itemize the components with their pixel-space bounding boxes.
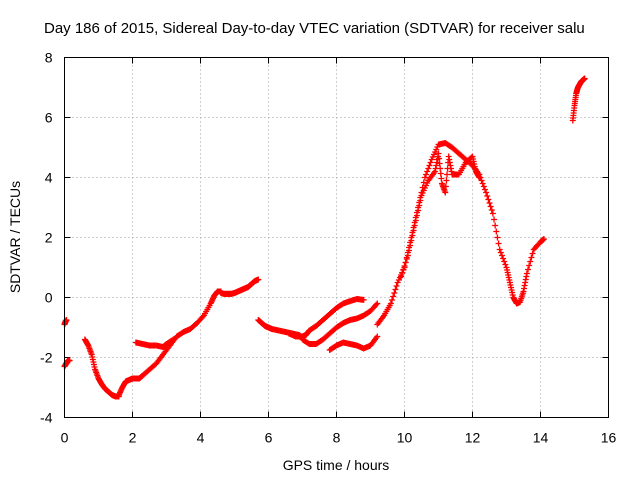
x-tick-label: 14 xyxy=(533,430,549,446)
data-point xyxy=(443,177,450,184)
x-tick-label: 2 xyxy=(129,430,137,446)
data-point xyxy=(526,262,533,269)
data-point xyxy=(360,296,367,303)
data-point xyxy=(444,171,450,178)
data-point xyxy=(581,75,588,82)
data-point xyxy=(540,236,547,242)
data-point xyxy=(493,228,500,235)
x-tick-label: 4 xyxy=(197,430,205,446)
data-point xyxy=(170,336,177,343)
data-point xyxy=(409,232,416,239)
data-point xyxy=(404,252,411,259)
data-point xyxy=(502,261,509,268)
data-point xyxy=(413,212,420,219)
grid-lines xyxy=(64,57,609,418)
data-point xyxy=(492,222,499,229)
data-point xyxy=(523,270,530,277)
y-tick-label: 2 xyxy=(45,230,53,246)
x-tick-label: 0 xyxy=(61,430,69,446)
data-point xyxy=(417,197,424,204)
data-point xyxy=(402,259,409,266)
plot-frame xyxy=(64,57,609,418)
y-tick-labels: -4 -2 0 2 4 6 8 xyxy=(40,50,53,426)
data-point xyxy=(411,222,418,229)
data-point xyxy=(412,217,419,224)
y-axis-label: SDTVAR / TECUs xyxy=(7,181,23,293)
data-point xyxy=(527,258,534,265)
data-point xyxy=(442,189,449,196)
chart-title: Day 186 of 2015, Sidereal Day-to-day VTE… xyxy=(44,20,585,37)
data-point xyxy=(407,242,414,249)
data-point xyxy=(488,207,495,213)
data-point xyxy=(373,301,380,308)
data-point xyxy=(496,246,503,253)
data-point xyxy=(403,256,410,262)
y-tick-label: 0 xyxy=(45,290,53,306)
data-point xyxy=(480,183,487,190)
data-point xyxy=(199,313,206,320)
data-point xyxy=(410,227,417,234)
data-point xyxy=(483,189,490,196)
y-tick-label: 6 xyxy=(45,110,53,126)
x-tick-label: 8 xyxy=(333,430,341,446)
data-point xyxy=(495,240,502,247)
data-point xyxy=(479,180,486,187)
data-point xyxy=(66,357,73,364)
data-point xyxy=(426,162,433,169)
data-point xyxy=(489,210,496,217)
data-point xyxy=(491,216,498,223)
data-point xyxy=(442,183,449,190)
data-point xyxy=(391,290,398,296)
data-point xyxy=(421,174,428,181)
data-point xyxy=(423,171,430,178)
data-point xyxy=(393,283,400,289)
data-point xyxy=(408,237,415,244)
data-point xyxy=(484,193,491,199)
data-point xyxy=(374,333,381,340)
data-point xyxy=(525,266,532,273)
x-tick-label: 10 xyxy=(397,430,413,446)
y-tick-label: -2 xyxy=(40,350,53,366)
data-point xyxy=(374,300,381,307)
data-point xyxy=(255,276,262,283)
x-tick-label: 16 xyxy=(601,430,617,446)
data-point xyxy=(486,200,493,206)
data-point xyxy=(387,300,394,307)
data-point xyxy=(528,254,535,261)
data-point xyxy=(400,266,407,273)
x-tick-labels: 0 2 4 6 8 10 12 14 16 xyxy=(61,430,617,446)
data-point xyxy=(497,249,504,256)
y-tick-label: -4 xyxy=(40,410,53,426)
data-point xyxy=(529,250,536,257)
data-point xyxy=(415,207,422,214)
data-points xyxy=(61,75,588,400)
x-tick-label: 6 xyxy=(265,430,273,446)
data-point xyxy=(485,196,492,203)
data-point xyxy=(169,337,176,344)
data-point xyxy=(424,168,431,175)
x-axis-label: GPS time / hours xyxy=(283,457,390,473)
data-point xyxy=(389,297,396,303)
data-point xyxy=(416,202,423,209)
data-point xyxy=(487,203,494,210)
data-point xyxy=(401,263,408,269)
x-tick-label: 12 xyxy=(465,430,481,446)
data-point xyxy=(399,270,406,276)
y-tick-label: 4 xyxy=(45,170,53,186)
data-point xyxy=(500,255,507,262)
data-point xyxy=(494,234,501,241)
data-point xyxy=(390,293,397,300)
data-point xyxy=(498,252,505,259)
data-point xyxy=(392,286,399,293)
data-point xyxy=(427,159,434,166)
data-point xyxy=(476,174,483,181)
data-point xyxy=(481,186,488,193)
data-point xyxy=(501,258,508,265)
data-point xyxy=(406,247,413,254)
data-point xyxy=(398,273,405,280)
data-point xyxy=(425,165,432,172)
y-tick-label: 8 xyxy=(45,50,53,66)
